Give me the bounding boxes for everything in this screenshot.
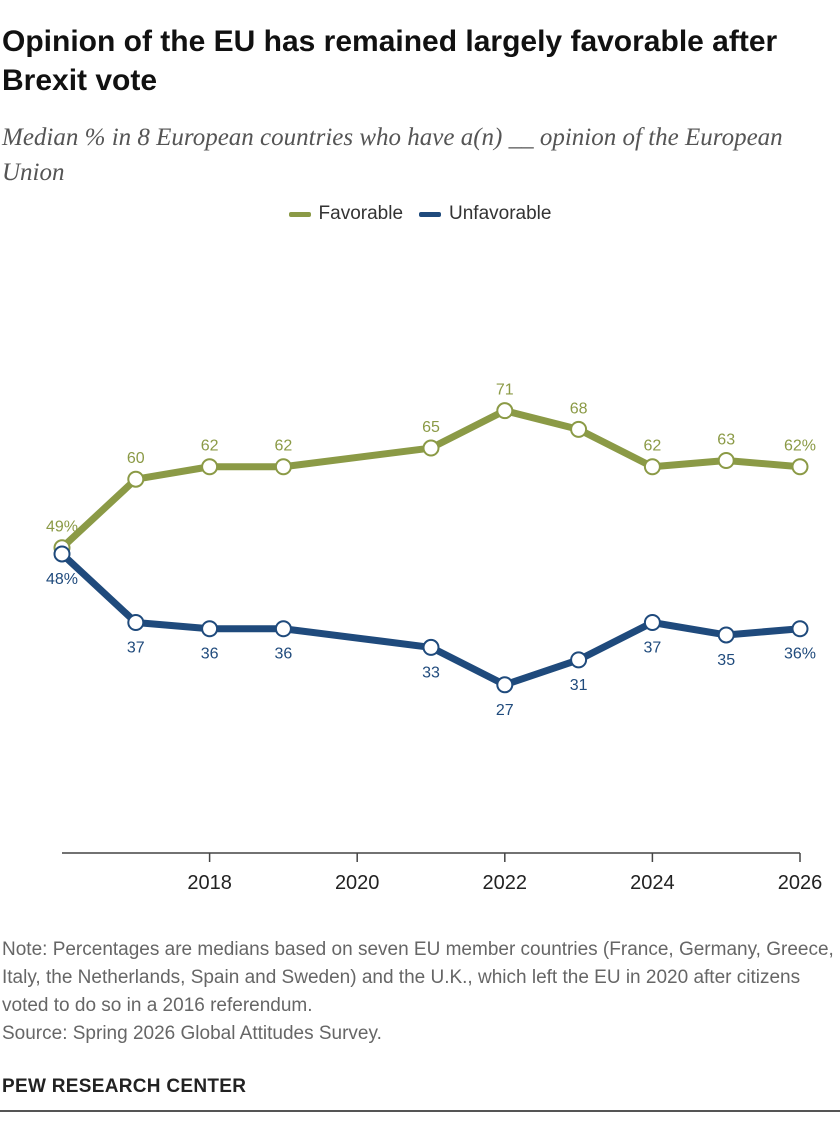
data-point-unfavorable	[717, 626, 735, 644]
chart-title: Opinion of the EU has remained largely f…	[2, 25, 778, 97]
legend-label-unfavorable: Unfavorable	[449, 203, 552, 224]
legend-item-favorable: Favorable	[288, 203, 404, 225]
footer-rule	[0, 1110, 840, 1112]
data-point-favorable	[570, 420, 588, 438]
x-tick-label: 2026	[778, 872, 823, 894]
data-label-unfavorable: 36%	[784, 646, 816, 663]
line-chart: 2018 2020 2022 2024 2026 49% 60 62 62 65 71 68 62 63 6…	[46, 382, 823, 894]
data-point-unfavorable	[643, 613, 661, 631]
legend-label-favorable: Favorable	[318, 203, 404, 224]
x-tick-label: 2018	[187, 872, 232, 894]
data-point-unfavorable	[127, 613, 145, 631]
legend-swatch-favorable	[288, 211, 311, 217]
data-label-favorable: 62%	[784, 438, 816, 455]
data-label-favorable: 63	[717, 432, 735, 449]
data-label-favorable: 68	[570, 400, 588, 417]
data-label-favorable: 60	[127, 450, 145, 467]
data-point-unfavorable	[53, 545, 71, 563]
data-point-favorable	[127, 470, 145, 488]
data-point-unfavorable	[201, 620, 219, 638]
source-text: Source: Spring 2026 Global Attitudes Sur…	[2, 1023, 382, 1044]
data-point-unfavorable	[496, 676, 514, 694]
data-point-unfavorable	[274, 620, 292, 638]
data-label-favorable: 62	[201, 438, 219, 455]
data-label-unfavorable: 37	[127, 639, 145, 656]
data-label-unfavorable: 31	[570, 677, 588, 694]
data-label-favorable: 62	[644, 438, 662, 455]
data-label-unfavorable: 36	[201, 646, 219, 663]
data-label-unfavorable: 37	[644, 639, 662, 656]
x-tick-label: 2020	[335, 872, 380, 894]
data-point-favorable	[496, 402, 514, 420]
x-tick-label: 2024	[630, 872, 675, 894]
data-point-favorable	[274, 458, 292, 476]
data-label-unfavorable: 36	[275, 646, 293, 663]
note-text: Note: Percentages are medians based on s…	[2, 939, 834, 1016]
data-label-favorable: 49%	[46, 519, 78, 536]
data-label-favorable: 65	[422, 419, 440, 436]
data-label-favorable: 71	[496, 382, 514, 399]
data-label-unfavorable: 33	[422, 664, 440, 681]
legend-item-unfavorable: Unfavorable	[419, 203, 551, 225]
data-label-unfavorable: 35	[717, 652, 735, 669]
data-point-favorable	[201, 458, 219, 476]
chart-subtitle: Median % in 8 European countries who hav…	[2, 124, 783, 186]
data-point-favorable	[643, 458, 661, 476]
series-line-favorable	[58, 407, 804, 552]
data-point-unfavorable	[791, 620, 809, 638]
data-point-favorable	[422, 439, 440, 457]
chart-legend: Favorable Unfavorable	[0, 203, 840, 225]
data-label-unfavorable: 48%	[46, 571, 78, 588]
data-label-favorable: 62	[275, 438, 293, 455]
brand-footer: PEW RESEARCH CENTER	[2, 1076, 247, 1097]
legend-swatch-unfavorable	[419, 211, 442, 217]
data-point-unfavorable	[422, 638, 440, 656]
series-line-unfavorable	[58, 550, 804, 689]
data-label-unfavorable: 27	[496, 702, 514, 719]
data-point-unfavorable	[570, 651, 588, 669]
chart-note: Note: Percentages are medians based on s…	[2, 936, 838, 1048]
data-point-favorable	[791, 458, 809, 476]
data-point-favorable	[717, 452, 735, 470]
x-tick-label: 2022	[483, 872, 528, 894]
